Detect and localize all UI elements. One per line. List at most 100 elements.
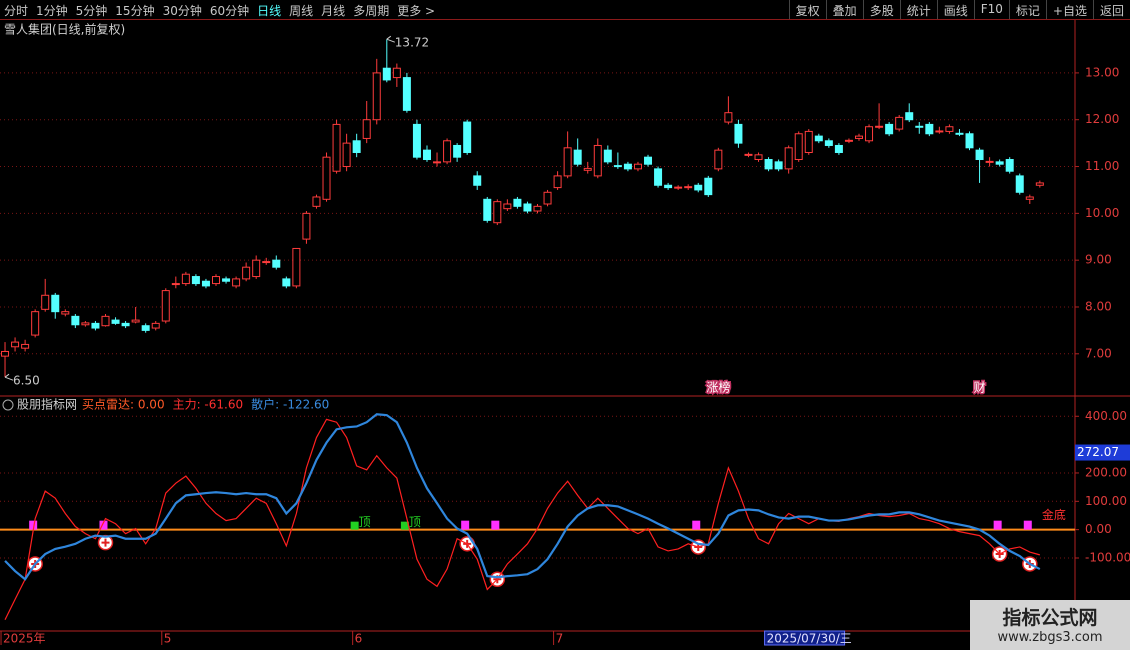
candle-body (915, 125, 924, 128)
candle-body (473, 175, 482, 186)
bottom-signal-label: 金底 (1042, 507, 1066, 522)
y-tick-label: 200.00 (1085, 465, 1127, 479)
annotation-label: 6.50 (13, 374, 40, 388)
toolbar: 分时 1分钟 5分钟 15分钟 30分钟 60分钟 日线 周线 月线 多周期 更多 > 复权 叠加 多股统… (0, 0, 1130, 20)
candle-body (764, 159, 773, 170)
crosshair-label: 2025/07/30/三 (767, 632, 852, 646)
tool-button[interactable]: F10 (973, 0, 1009, 19)
candle-body (1035, 182, 1044, 186)
buy-bar (461, 520, 470, 530)
y-tick-label: -100.00 (1085, 551, 1130, 565)
candle-body (31, 311, 40, 336)
candle-body (212, 276, 221, 285)
legend-title: 股朋指标网 (17, 397, 77, 412)
top-signal (350, 521, 359, 530)
period-tab[interactable]: 15分钟 (115, 4, 155, 18)
watermark-url: www.zbgs3.com (997, 630, 1103, 645)
period-tab[interactable]: 分时 (4, 4, 29, 18)
annotation-label: 13.72 (395, 36, 429, 50)
tool-button[interactable]: 标记 (1008, 0, 1046, 19)
candle-body (533, 205, 542, 212)
period-tab[interactable]: 多周期 (353, 4, 390, 18)
candle-body (824, 140, 833, 146)
buy-bar (99, 520, 108, 530)
candle-body (935, 130, 944, 133)
legend-entry: 买点雷达: 0.00 (82, 398, 165, 412)
y-tick-label: 7.00 (1085, 346, 1112, 360)
period-tab[interactable]: 1分钟 (36, 4, 68, 18)
candle-body (704, 177, 713, 196)
period-tab[interactable]: 更多 > (397, 4, 436, 18)
tool-button[interactable]: 画线 (936, 0, 974, 19)
y-tick-label: 100.00 (1085, 494, 1127, 508)
candle-body (21, 343, 30, 349)
buy-bar (491, 520, 500, 530)
tool-button[interactable]: 复权 (788, 0, 826, 19)
candle-body (583, 167, 592, 171)
tool-button[interactable]: 统计 (899, 0, 937, 19)
y-tick-label: 400.00 (1085, 409, 1127, 423)
candle-body (101, 315, 110, 327)
y-tick-label: 12.00 (1085, 112, 1119, 126)
tool-button[interactable]: 叠加 (825, 0, 863, 19)
candle-body (71, 315, 80, 326)
candle-body (995, 161, 1004, 165)
candle-body (804, 130, 813, 153)
candle-body (121, 322, 130, 327)
tool-button[interactable]: 返回 (1092, 0, 1130, 19)
candle-body (744, 153, 753, 156)
period-tab[interactable]: 30分钟 (162, 4, 202, 18)
x-tick-label: 7 (556, 632, 564, 646)
candle-body (51, 294, 60, 313)
candle-body (201, 280, 210, 287)
buy-bar (1023, 520, 1032, 530)
tool-button[interactable]: +自选 (1045, 0, 1093, 19)
cursor-value-box (1075, 444, 1130, 461)
candle-body (945, 126, 954, 132)
annotation-arrow (4, 373, 14, 381)
x-tick-label: 6 (355, 632, 363, 646)
candle-body (734, 123, 743, 144)
candle-body (905, 112, 914, 121)
candle-body (312, 196, 321, 207)
candle-body (171, 283, 180, 286)
candle-body (573, 149, 582, 165)
candle-body (985, 160, 994, 163)
crosshair-box (764, 630, 846, 646)
candle-body (844, 139, 853, 142)
candle-body (282, 278, 291, 287)
candle-body (553, 175, 562, 189)
candle-body (814, 135, 823, 142)
buy-bar (692, 520, 701, 530)
tool-button[interactable]: 多股 (862, 0, 900, 19)
watermark: 指标公式网 www.zbgs3.com (970, 600, 1130, 650)
candle-body (372, 72, 381, 121)
legend-entry: 主力: -61.60 (173, 398, 244, 412)
candle-body (885, 123, 894, 135)
candle-body (453, 144, 462, 158)
candle-body (975, 149, 984, 161)
candle-body (1005, 159, 1014, 172)
candle-body (654, 168, 663, 186)
candle-body (603, 149, 612, 163)
candle-body (1025, 196, 1034, 200)
candle-body (302, 212, 311, 240)
candle-body (623, 163, 632, 170)
candle-body (422, 149, 431, 161)
candle-body (322, 156, 331, 200)
candle-body (352, 140, 361, 153)
candle-body (754, 154, 763, 161)
period-tab[interactable]: 周线 (289, 4, 314, 18)
period-tab[interactable]: 5分钟 (75, 4, 108, 18)
period-tab[interactable]: 月线 (321, 4, 346, 18)
period-tab[interactable]: 60分钟 (209, 4, 250, 18)
buy-bar (29, 520, 38, 530)
candle-body (1, 350, 10, 357)
candle-body (131, 319, 140, 323)
period-tab[interactable]: 日线 (257, 4, 282, 18)
candle-body (222, 278, 231, 282)
candle-body (402, 77, 411, 111)
event-marker: 涨榜 (706, 380, 730, 395)
candle-body (463, 121, 472, 153)
